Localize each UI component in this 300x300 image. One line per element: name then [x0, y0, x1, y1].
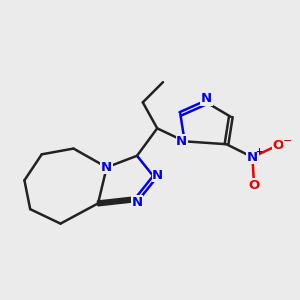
Text: N: N: [101, 161, 112, 174]
Text: N: N: [131, 196, 142, 209]
Text: N: N: [201, 92, 212, 105]
Text: −: −: [283, 136, 293, 146]
Text: N: N: [247, 151, 258, 164]
Text: O: O: [248, 179, 260, 192]
Text: N: N: [176, 135, 187, 148]
Text: +: +: [255, 147, 262, 156]
Text: O: O: [273, 139, 284, 152]
Text: N: N: [152, 169, 164, 182]
